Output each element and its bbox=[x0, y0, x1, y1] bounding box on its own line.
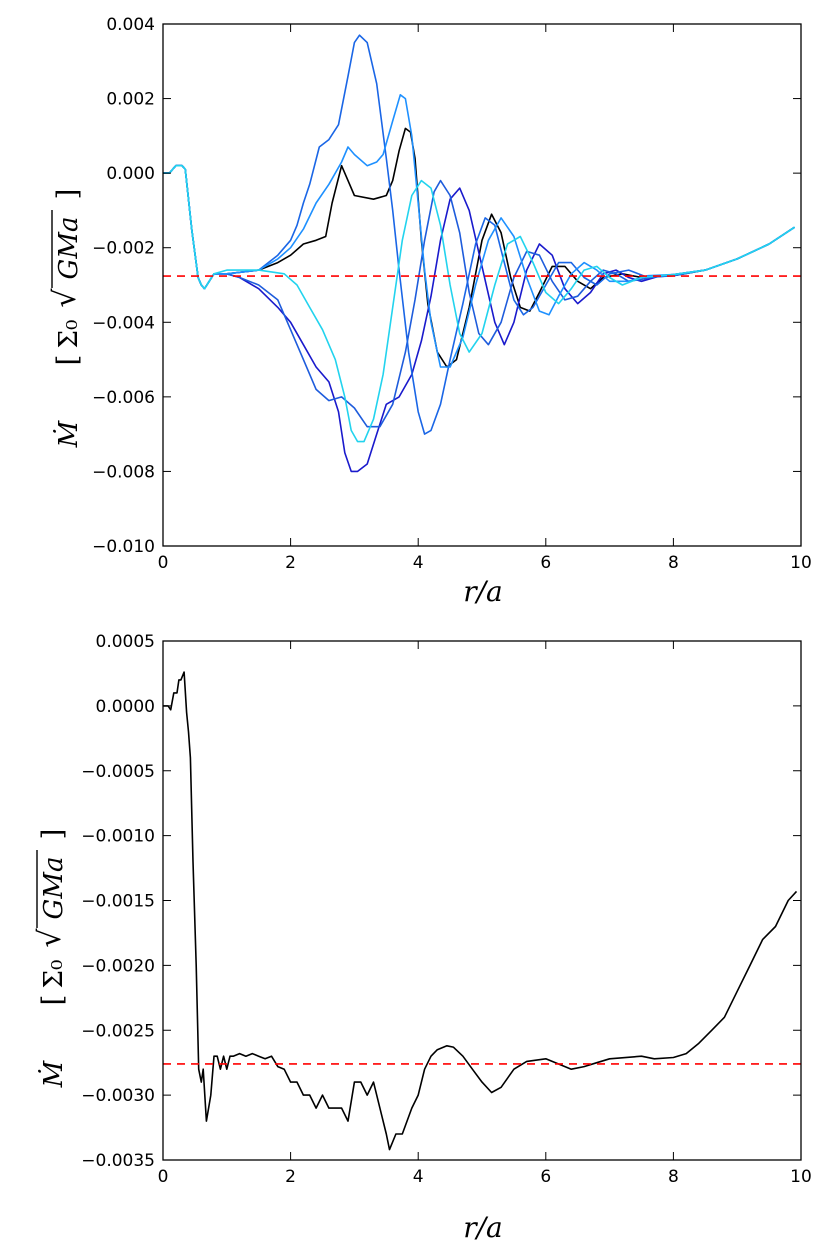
plot-frame bbox=[162, 23, 802, 547]
x-tick-label: 10 bbox=[790, 553, 812, 573]
x-tick-label: 8 bbox=[668, 553, 679, 573]
svg-text:[: [ bbox=[51, 355, 84, 366]
y-tick-label: −0.0025 bbox=[81, 1021, 155, 1041]
y-tick-label: −0.0020 bbox=[81, 956, 155, 976]
y-tick-label: 0.002 bbox=[106, 90, 155, 110]
x-tick-label: 6 bbox=[540, 553, 551, 573]
bottom-x-axis-label: r/a bbox=[463, 1211, 503, 1244]
svg-text:]: ] bbox=[36, 829, 69, 840]
y-tick-label: −0.002 bbox=[92, 239, 155, 259]
y-tick-label: −0.0030 bbox=[81, 1086, 155, 1106]
y-tick-label: −0.006 bbox=[92, 388, 155, 408]
svg-text:√: √ bbox=[48, 288, 83, 308]
series-line-0 bbox=[163, 671, 798, 1151]
x-tick-label: 6 bbox=[540, 1167, 551, 1187]
x-tick-label: 4 bbox=[413, 553, 424, 573]
top-x-axis-label: r/a bbox=[463, 575, 503, 608]
x-tick-label: 0 bbox=[158, 1167, 169, 1187]
y-tick-label: 0.0000 bbox=[96, 697, 155, 717]
svg-text:GMa: GMa bbox=[54, 217, 84, 280]
y-tick-label: −0.010 bbox=[92, 537, 155, 557]
series-line-5 bbox=[163, 164, 796, 443]
bottom-y-axis-label: Ṁ [ Σ₀ √ GMa ] bbox=[33, 829, 69, 1089]
svg-text:Σ₀: Σ₀ bbox=[54, 320, 84, 349]
series-line-4 bbox=[163, 94, 796, 368]
y-tick-label: −0.0035 bbox=[81, 1151, 155, 1171]
y-tick-label: 0.004 bbox=[106, 15, 155, 35]
x-tick-label: 4 bbox=[413, 1167, 424, 1187]
top-panel: 0 2 4 6 8 10 −0.010 −0.008 −0.006 −0.004 −0.002 0.0… bbox=[48, 15, 812, 608]
series-line-3 bbox=[163, 34, 796, 435]
x-tick-label: 8 bbox=[668, 1167, 679, 1187]
x-tick-label: 10 bbox=[790, 1167, 812, 1187]
series-line-1 bbox=[163, 164, 796, 473]
bottom-panel: 0 2 4 6 8 10 −0.0035 −0.0030 −0.0025 −0.0020 −0.00… bbox=[33, 632, 812, 1244]
x-tick-label: 2 bbox=[285, 553, 296, 573]
y-tick-label: −0.004 bbox=[92, 313, 155, 333]
y-tick-label: −0.0005 bbox=[81, 762, 155, 782]
svg-text:Ṁ: Ṁ bbox=[38, 1059, 69, 1088]
top-y-axis-label: Ṁ [ Σ₀ √ GMa ] bbox=[48, 189, 84, 449]
svg-text:[: [ bbox=[36, 995, 69, 1006]
y-tick-label: −0.0015 bbox=[81, 892, 155, 912]
svg-text:GMa: GMa bbox=[39, 857, 69, 920]
svg-text:√: √ bbox=[33, 928, 68, 948]
x-tick-label: 0 bbox=[158, 553, 169, 573]
x-tick-label: 2 bbox=[285, 1167, 296, 1187]
y-tick-label: 0.0005 bbox=[96, 632, 155, 652]
svg-text:Σ₀: Σ₀ bbox=[39, 960, 69, 989]
y-tick-label: 0.000 bbox=[106, 164, 155, 184]
series-line-2 bbox=[163, 164, 796, 428]
svg-text:Ṁ: Ṁ bbox=[53, 419, 84, 448]
y-tick-label: −0.008 bbox=[92, 462, 155, 482]
y-tick-label: −0.0010 bbox=[81, 827, 155, 847]
svg-text:]: ] bbox=[51, 189, 84, 200]
